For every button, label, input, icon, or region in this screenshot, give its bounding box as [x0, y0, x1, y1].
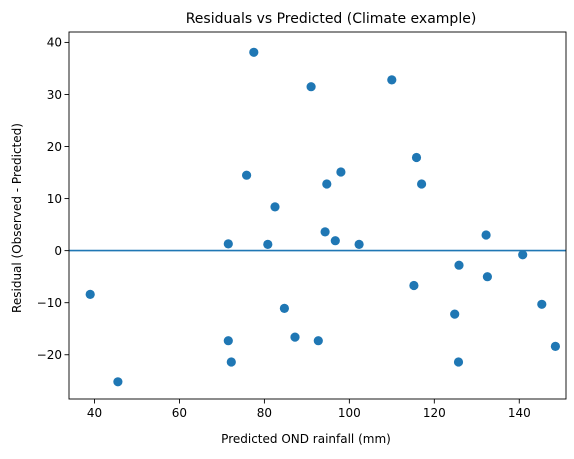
data-point: [454, 357, 463, 366]
data-point: [321, 227, 330, 236]
x-tick-label: 100: [338, 406, 361, 420]
x-tick-label: 40: [87, 406, 102, 420]
data-point: [113, 377, 122, 386]
x-tick-label: 80: [257, 406, 272, 420]
y-tick-label: 0: [54, 244, 62, 258]
chart-title: Residuals vs Predicted (Climate example): [186, 11, 477, 27]
data-point: [322, 179, 331, 188]
data-point: [307, 82, 316, 91]
data-point: [417, 179, 426, 188]
x-tick-label: 60: [172, 406, 187, 420]
y-tick-label: 10: [47, 192, 62, 206]
data-point: [224, 239, 233, 248]
data-point: [412, 153, 421, 162]
data-point: [409, 281, 418, 290]
x-tick-label: 140: [508, 406, 531, 420]
data-point: [551, 342, 560, 351]
data-point: [336, 167, 345, 176]
data-point: [518, 250, 527, 259]
data-point: [263, 240, 272, 249]
data-point: [483, 272, 492, 281]
data-point: [450, 310, 459, 319]
x-axis-label: Predicted OND rainfall (mm): [221, 432, 391, 446]
data-point: [280, 304, 289, 313]
data-point: [227, 357, 236, 366]
data-point: [387, 75, 396, 84]
data-point: [355, 240, 364, 249]
data-point: [249, 48, 258, 57]
y-tick-label: 40: [47, 36, 62, 50]
y-tick-label: −20: [37, 348, 62, 362]
data-point: [331, 236, 340, 245]
data-point: [270, 202, 279, 211]
data-point: [314, 336, 323, 345]
data-point: [290, 333, 299, 342]
data-point: [454, 261, 463, 270]
data-point: [86, 290, 95, 299]
data-point: [537, 300, 546, 309]
plot-area: [69, 32, 566, 399]
x-tick-label: 120: [423, 406, 446, 420]
y-tick-label: 20: [47, 140, 62, 154]
y-axis-label: Residual (Observed - Predicted): [10, 123, 24, 313]
y-tick-label: −10: [37, 296, 62, 310]
data-point: [482, 230, 491, 239]
y-tick-label: 30: [47, 88, 62, 102]
data-point: [242, 171, 251, 180]
data-point: [224, 336, 233, 345]
